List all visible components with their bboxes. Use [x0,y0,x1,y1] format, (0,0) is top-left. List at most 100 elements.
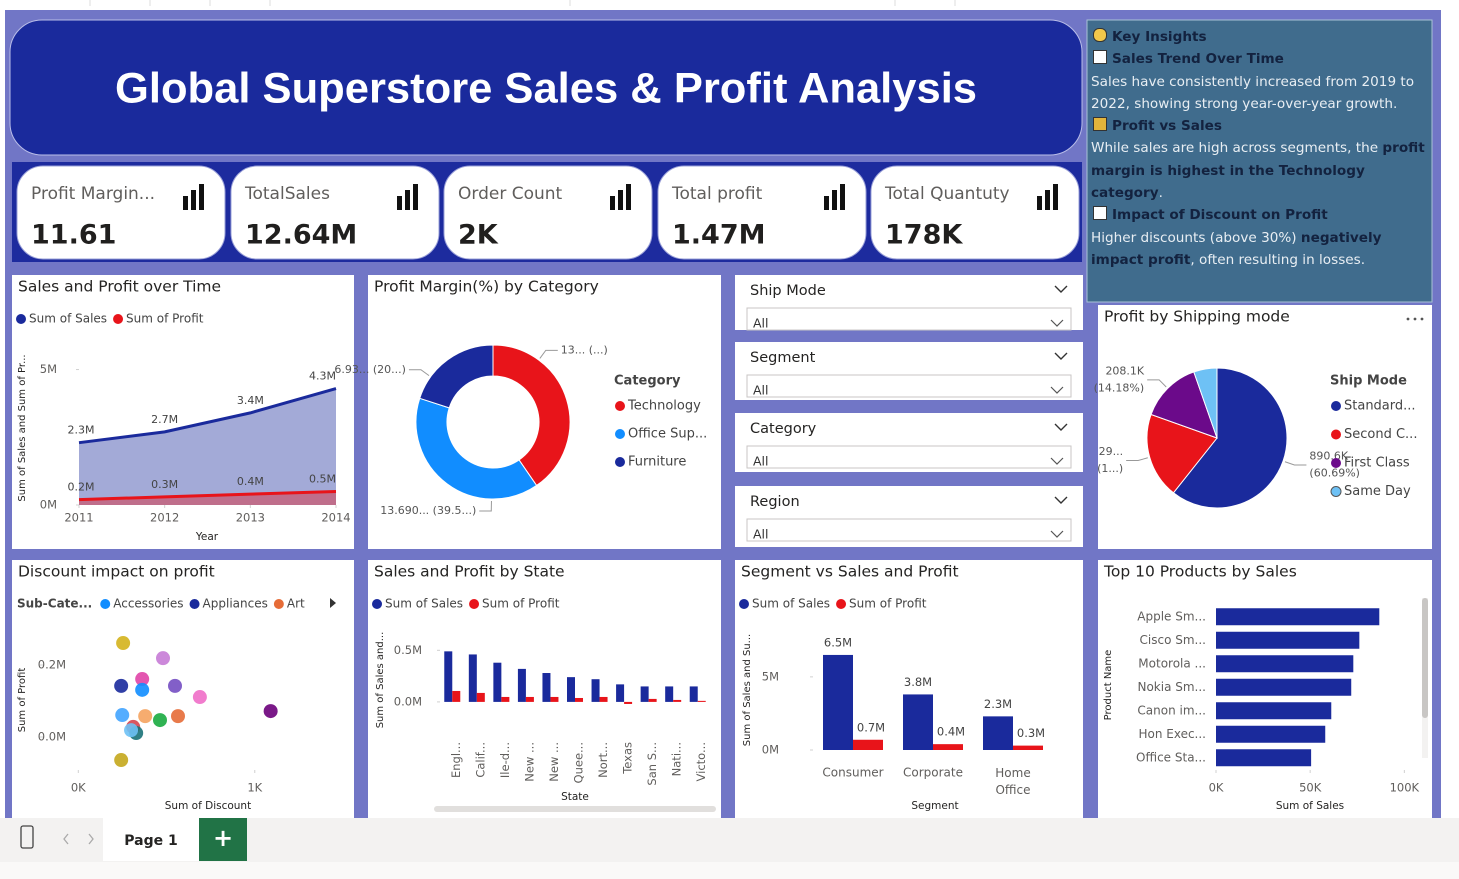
dropdown-chevron[interactable] [1050,457,1064,465]
mobile-layout-icon[interactable] [20,825,34,849]
more-options[interactable] [1406,317,1410,321]
slicer-chevron[interactable] [1054,352,1068,360]
slice [1193,367,1218,439]
x-axis-label: Sum of Sales [1276,800,1344,812]
slice [1172,367,1288,509]
data-label: (14.18%) [1094,381,1145,394]
kpi-label: Total Quantuty [884,184,1010,204]
page-tab-label[interactable]: Page 1 [124,833,177,849]
slicer-dropdown[interactable] [746,374,1072,398]
data-label: 13... (...) [561,343,608,356]
chart-title: Discount impact on profit [18,563,215,581]
dropdown-chevron[interactable] [1050,319,1064,327]
slicer-value[interactable]: All [753,527,769,542]
legend-scroll-arrow[interactable] [330,598,336,608]
bar [1216,608,1380,626]
bar [575,697,583,702]
y-axis-label: Sum of Sales and Su... [742,634,753,746]
slicer-title: Segment [750,350,816,366]
x-tick-label: 100K [1390,781,1420,795]
bar [1216,655,1354,673]
point [114,678,129,693]
kpi-value: 2K [458,220,499,251]
data-label: 0.3M [1017,726,1045,740]
kpi-label: Total profit [671,184,763,204]
add-page-label[interactable]: + [213,824,233,852]
slicer-chevron[interactable] [1054,496,1068,504]
insight-part: . [1158,185,1163,202]
legend-marker [469,599,480,609]
y-tick-label: 0.2M [38,658,66,672]
bar [468,654,477,702]
prev-page-arrow[interactable] [63,833,69,845]
insight-part: Higher discounts (above 30%) [1091,229,1301,246]
kpi-value: 11.61 [31,220,116,251]
legend-marker [836,599,847,609]
insights-text: Key Insights Sales Trend Over Time Sales h… [1091,26,1429,271]
slice [492,344,571,487]
bar [1216,631,1360,649]
x-tick-label: 2013 [236,511,265,525]
kpi-label: TotalSales [244,184,330,204]
slicer-chevron[interactable] [1054,285,1068,293]
chart-title: Segment vs Sales and Profit [741,563,959,581]
insight-heading: Impact of Discount on Profit [1112,207,1328,224]
insights-body: Key Insights Sales Trend Over Time Sales h… [1091,26,1429,271]
data-label: 4.3M [309,370,336,383]
data-label: 0.7M [857,720,885,734]
y-tick-label: Apple Sm... [1137,609,1206,623]
next-page-arrow[interactable] [88,833,94,845]
y-tick-label: 0.5M [394,643,422,657]
chart-title: Sales and Profit by State [374,563,565,581]
leader-line [408,369,430,377]
slicer-chevron[interactable] [1054,423,1068,431]
slicer-value[interactable]: All [753,383,769,398]
dropdown-chevron[interactable] [1050,386,1064,394]
x-axis-label: Year [195,531,219,543]
data-label: (1...) [1097,462,1123,475]
legend-label: First Class [1344,456,1410,471]
slicer-dropdown[interactable] [746,307,1072,331]
kpi-value: 178K [885,220,963,251]
legend-label: Art [287,597,305,611]
bar [1216,702,1332,720]
icon-part [840,184,845,210]
legend-label: Furniture [628,455,686,470]
slicer-value[interactable]: All [753,316,769,331]
point [192,690,207,705]
kpi-card [230,165,440,260]
x-tick-label: 2012 [150,511,179,525]
scrollbar[interactable] [434,806,716,812]
icon-part [413,184,418,210]
chart-title: Profit Margin(%) by Category [374,278,599,296]
slicer-dropdown[interactable] [746,518,1072,542]
y-tick-label: 0M [40,498,57,512]
page-tab[interactable] [103,818,199,861]
legend-label: Same Day [1344,484,1411,499]
insight-text: Sales have consistently increased from 2… [1091,71,1429,116]
y-axis-label: Sum of Sales and... [375,632,386,729]
insight-heading: Sales Trend Over Time [1112,51,1284,68]
x-tick-label: Quee... [572,742,586,783]
data-label: 3.8M [904,675,932,689]
legend-label: Sum of Sales [752,597,830,611]
slicer-value[interactable]: All [753,454,769,469]
data-label: 0.4M [937,725,965,739]
more-options[interactable] [1420,317,1424,321]
scrollbar[interactable] [1422,598,1428,718]
insight-heading-row: Profit vs Sales [1091,115,1429,137]
kpi-icon [824,184,845,210]
more-options[interactable] [1413,317,1417,321]
x-tick-label: Engl... [449,742,463,778]
insight-part: Sales have consistently increased from 2… [1091,73,1415,112]
bar [1216,678,1352,696]
add-page-tab[interactable] [199,818,247,861]
dropdown-chevron[interactable] [1050,530,1064,538]
point [115,708,130,723]
kpi-icon [397,184,418,210]
data-label: 13.690... (39.5...) [380,504,476,517]
bar [599,696,608,702]
legend-label: Standard... [1344,399,1416,414]
slicer-dropdown[interactable] [746,445,1072,469]
icon-part [191,190,196,210]
